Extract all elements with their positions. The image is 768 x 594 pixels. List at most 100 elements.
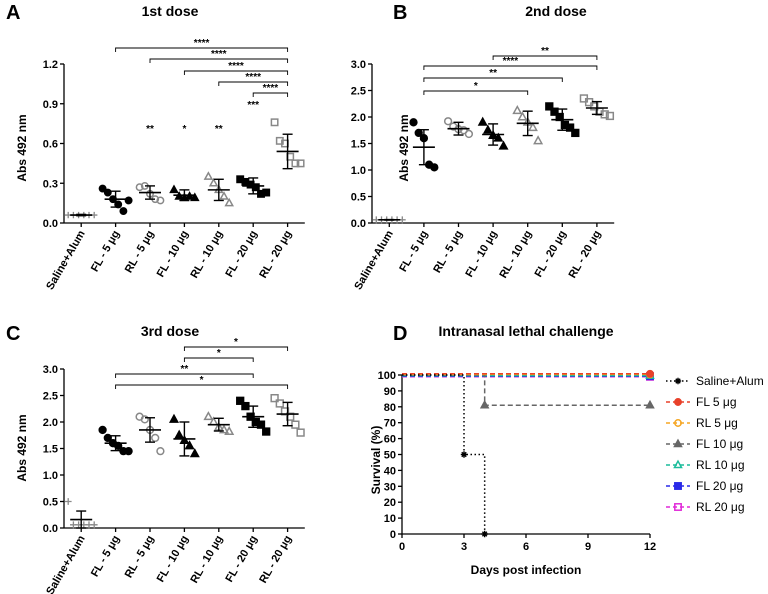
panel-a-ytick-label: 0.9 — [43, 99, 58, 111]
legend-label: FL 10 μg — [696, 437, 743, 451]
panel-b-bracket — [423, 90, 529, 95]
panel-b-bracket — [423, 77, 563, 82]
panel-b-ytick-label: 2.5 — [351, 86, 366, 98]
panel-c-data-point — [90, 521, 98, 529]
legend-marker — [674, 377, 682, 385]
panel-a-data-point — [208, 177, 219, 187]
panel-c-data-point — [262, 427, 271, 436]
panel-a-category-label: RL - 10 μg — [189, 228, 226, 280]
panel-b-category-label: FL - 20 μg — [533, 229, 569, 280]
panel-d-ytick-label: 80 — [384, 402, 396, 414]
panel-b-data-point — [498, 140, 509, 150]
panel-d-ytick-label: 60 — [384, 434, 396, 446]
panel-a-category-label: FL - 5 μg — [89, 229, 122, 275]
panel-d-xtick-label: 12 — [644, 541, 656, 553]
panel-c-data-point — [98, 425, 107, 435]
panel-a-data-point — [203, 171, 214, 180]
panel-d-xtick-label: 6 — [523, 541, 529, 553]
panel-a-category-label: RL - 20 μg — [257, 229, 294, 281]
panel-b-data-point — [533, 135, 544, 145]
panel-c-category-label: RL - 20 μg — [257, 534, 294, 586]
panel-a-ytick-label: 0.6 — [43, 139, 58, 151]
panel-a-category-label: RL - 5 μg — [123, 229, 157, 276]
panel-c-bracket — [183, 346, 289, 351]
legend-marker — [674, 482, 682, 490]
panel-d-ytick-label: 70 — [384, 418, 396, 430]
panel-b-plot: 0.0 0.5 1.0 1.5 2.0 2.5 3.0 Saline+Alum FL - 5 μ… — [351, 46, 615, 292]
panel-c-bracket — [115, 373, 254, 378]
panel-a-bracket — [149, 58, 289, 63]
panel-c-ytick-label: 0.5 — [43, 497, 58, 509]
legend-label: RL 10 μg — [696, 458, 745, 472]
panel-c-data-point — [64, 498, 72, 505]
panel-a-significance-star: * — [182, 124, 186, 135]
panel-b-bracket — [423, 65, 598, 70]
legend-label: Saline+Alum — [696, 374, 764, 388]
panel-c-bracket-label: * — [200, 375, 204, 386]
panel-a-data-point — [296, 159, 305, 168]
panel-a-category-label: FL - 20 μg — [224, 229, 260, 280]
panel-a-data-point — [270, 118, 279, 127]
panel-a-bracket-label: **** — [211, 49, 227, 60]
panel-a-title: 1st dose — [142, 3, 199, 19]
panel-c-bracket — [183, 357, 254, 362]
panel-c-data-point — [256, 420, 266, 429]
panel-d-ytick-label: 10 — [384, 513, 396, 525]
panel-b-data-point — [409, 118, 418, 127]
panel-a-ytick-label: 0.3 — [43, 178, 58, 190]
panel-d-xlabel: Days post infection — [471, 563, 582, 577]
panel-c-category-label: RL - 10 μg — [189, 534, 226, 586]
panel-a-significance-star: ** — [215, 124, 223, 135]
panel-b-data-point — [571, 128, 580, 138]
panel-b-category-label: RL - 10 μg — [497, 229, 534, 281]
panel-d-xtick-label: 3 — [461, 541, 467, 553]
panel-b-ytick-label: 1.0 — [351, 165, 366, 177]
panel-c-plot: 0.0 0.5 1.0 1.5 2.0 2.5 3.0 Saline+Alum FL - 5 μ… — [43, 337, 305, 594]
panel-b-bracket-label: ** — [541, 46, 549, 57]
panel-d-series-marker — [479, 399, 490, 409]
panel-c-data-point — [189, 448, 200, 458]
panel-a-data-point — [262, 188, 271, 197]
panel-d-series-line — [402, 374, 650, 406]
panel-letter-c: C — [6, 323, 20, 345]
panel-a-significance-star: ** — [146, 124, 154, 135]
panel-a-data-point — [219, 191, 229, 200]
panel-c-bracket-label: * — [217, 348, 221, 359]
panel-c-data-point — [224, 425, 235, 436]
panel-c-title: 3rd dose — [141, 323, 200, 339]
panel-b-category-label: RL - 5 μg — [431, 229, 465, 276]
panel-c-data-point — [275, 399, 284, 408]
panel-b-bracket-label: * — [474, 81, 478, 92]
panel-d-ytick-label: 0 — [390, 529, 396, 541]
panel-b-data-point — [565, 123, 575, 132]
panel-b-data-point — [517, 111, 528, 121]
panel-a-bracket-label: **** — [263, 83, 279, 94]
panel-c-data-point — [156, 447, 165, 456]
panel-b-data-point — [493, 132, 504, 142]
panel-d-xtick-label: 9 — [585, 541, 591, 553]
panel-a-bracket-label: **** — [245, 72, 261, 83]
panel-c-data-point — [241, 401, 250, 411]
panel-d-ytick-label: 30 — [384, 481, 396, 493]
panel-b-ytick-label: 1.5 — [351, 139, 366, 151]
panel-a-data-point — [291, 159, 300, 168]
legend-label: FL 20 μg — [696, 479, 743, 493]
panel-c-bracket-label: * — [234, 337, 238, 348]
panel-a-bracket-label: **** — [228, 61, 244, 72]
panel-d-series-marker — [646, 369, 654, 378]
panel-c-ytick-label: 2.5 — [43, 391, 58, 403]
legend-marker — [674, 503, 682, 511]
panel-a-data-point — [119, 207, 128, 216]
panel-b-data-point — [590, 102, 599, 111]
panel-c-data-point — [203, 411, 214, 421]
panel-c-ytick-label: 0.0 — [43, 523, 58, 535]
legend-label: FL 5 μg — [696, 395, 737, 409]
panel-b-bracket-label: **** — [503, 56, 519, 67]
panel-c-data-point — [270, 394, 279, 403]
panel-d: D Intranasal lethal challenge Survival (… — [369, 323, 764, 577]
panel-b-category-label: FL - 10 μg — [463, 228, 499, 279]
panel-a: A 1st dose Abs 492 nm 0.0 0.3 0.6 0.9 1.2 Sal… — [6, 0, 305, 292]
panel-d-xtick-label: 0 — [399, 541, 405, 553]
panel-d-plot: 0 10 20 30 40 50 60 70 80 90 100 0 3 6 9 12 — [378, 369, 656, 553]
panel-a-data-point — [124, 196, 133, 205]
